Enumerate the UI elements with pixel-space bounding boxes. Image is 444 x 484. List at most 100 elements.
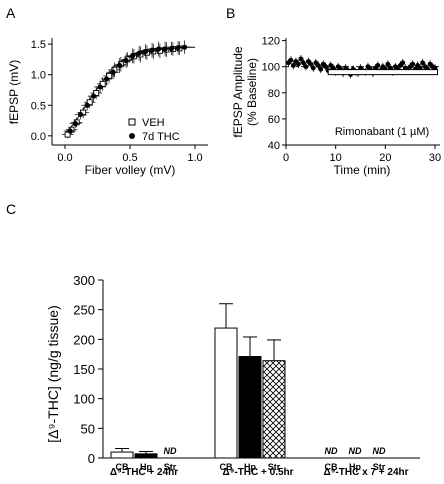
panel-c-y-tick-label: 100	[73, 392, 95, 407]
panel-b-axes: 40 60 80 100 120 0 10 20 30	[262, 36, 442, 164]
panel-b-y-tick-label: 60	[268, 114, 280, 126]
legend-veh-marker	[128, 118, 136, 126]
panel-b-x-tick-label: 20	[379, 152, 391, 164]
panel-c-bar	[134, 453, 158, 459]
panel-c-y-tick-label: 0	[88, 451, 95, 466]
thc-point	[84, 102, 90, 108]
panel-b-y-label-2: (% Baseline)	[245, 58, 259, 126]
panel-b-point	[375, 63, 381, 68]
panel-b-y-tick-label: 80	[268, 88, 280, 100]
panel-c-nd-label: ND	[373, 446, 386, 456]
panel-b-point	[300, 60, 306, 66]
panel-b-x-tick-label: 10	[330, 152, 342, 164]
panel-c-bar-category: CB	[116, 462, 129, 472]
thc-point	[78, 111, 84, 118]
panel-c-y-tick-label: 200	[73, 332, 95, 347]
panel-c-y-tick-label: 300	[73, 273, 95, 288]
panel-c-axes: 0 50 100 150 200 250 300	[73, 273, 420, 466]
panel-a-x-label: Fiber volley (mV)	[85, 163, 176, 177]
panel-b-point	[308, 61, 314, 67]
panel-c-letter: C	[6, 201, 16, 217]
panel-a-letter: A	[6, 5, 16, 21]
panel-c-y-tick-label: 250	[73, 303, 95, 318]
panel-b-point	[318, 66, 324, 72]
group-label-2: Δ⁹-THC + 0.5hr	[222, 467, 293, 478]
panel-c-bar-category: CB	[325, 462, 338, 472]
panel-b-point	[298, 56, 304, 62]
thc-point	[162, 46, 168, 52]
group-label-1: Δ⁹-THC + 24hr	[110, 467, 178, 478]
panel-c-bar-category: Hp	[349, 462, 361, 472]
panel-b-y-tick-label: 40	[268, 140, 280, 152]
panel-a-y-tick-label: 1.5	[31, 39, 46, 51]
thc-point	[143, 48, 149, 55]
legend-thc-marker	[129, 133, 135, 139]
panel-c-bar-category: Str	[164, 462, 177, 472]
thc-point	[136, 50, 142, 56]
panel-b-x-tick-label: 0	[283, 152, 289, 164]
thc-point	[91, 93, 97, 99]
panel-b-y-label-1: fEPSP Amplitude	[231, 46, 245, 137]
panel-a-y-tick-label: 0.0	[31, 131, 46, 143]
panel-c-y-label: [Δ⁹-THC] (ng/g tissue)	[45, 305, 61, 442]
panel-b-y-tick-label: 120	[262, 36, 280, 48]
panel-c-bar-category: Str	[268, 462, 281, 472]
panel-c-nd-label: ND	[164, 446, 177, 456]
panel-c-bar-category: Hp	[140, 462, 152, 472]
panel-a-x-tick-label: 0.0	[57, 152, 72, 164]
panel-a-x-tick-label: 0.5	[122, 152, 137, 164]
panel-a-legend: VEH 7d THC	[128, 117, 180, 143]
panel-b-point	[323, 64, 329, 70]
panel-b-point	[420, 60, 426, 66]
panel-b-y-tick-label: 100	[262, 62, 280, 74]
panel-b-point	[315, 63, 321, 68]
panel-b-point	[288, 57, 294, 63]
panel-b-point	[310, 65, 316, 71]
thc-point	[182, 44, 188, 50]
thc-point	[169, 45, 175, 51]
panel-b-letter: B	[226, 5, 235, 21]
panel-a-y-tick-label: 1.0	[31, 70, 46, 82]
legend-thc-label: 7d THC	[142, 131, 180, 143]
thc-point	[156, 46, 162, 52]
panel-a-plot	[61, 40, 195, 139]
group-label-3: Δ⁹-THC x 7 + 24hr	[323, 467, 408, 478]
thc-point	[149, 47, 155, 53]
panel-b-point	[291, 63, 296, 68]
panel-a: A 0.0 0.5 1.0 1.5 0.0 0.5 1.0 fEPSP (mV) Fiber…	[6, 5, 208, 177]
rimonabant-label: Rimonabant (1 µM)	[335, 126, 429, 138]
thc-point	[72, 121, 78, 127]
panel-c-bar	[262, 360, 286, 459]
panel-c-bar-category: Str	[373, 462, 386, 472]
thc-point	[123, 58, 129, 64]
thc-point	[104, 76, 110, 82]
panel-b-x-label: Time (min)	[334, 163, 391, 177]
legend-veh-label: VEH	[142, 117, 165, 129]
panel-a-axes: 0.0 0.5 1.0 1.5 0.0 0.5 1.0	[31, 38, 208, 164]
panel-c-plot: CB Hp ND Str CB Hp Str ND CB ND Hp ND Str	[110, 303, 386, 472]
panel-b-point	[296, 61, 301, 67]
panel-c-bar	[110, 451, 134, 459]
panel-c-bar-category: Hp	[244, 462, 256, 472]
panel-c-nd-label: ND	[325, 446, 338, 456]
thc-point	[130, 53, 136, 59]
panel-c-bar-category: CB	[220, 462, 233, 472]
thc-point	[117, 62, 123, 69]
panel-b-x-tick-label: 30	[429, 152, 441, 164]
panel-c-bar	[238, 356, 262, 459]
panel-a-y-tick-label: 0.5	[31, 100, 46, 112]
thc-point	[97, 84, 103, 90]
rimonabant-bar	[327, 69, 439, 76]
panel-c-nd-label: ND	[349, 446, 362, 456]
panel-b-point	[400, 60, 406, 66]
panel-c-y-tick-label: 150	[73, 362, 95, 377]
panel-a-y-label: fEPSP (mV)	[7, 60, 21, 124]
thc-point	[175, 45, 181, 51]
panel-b-point	[303, 64, 309, 70]
panel-b-point	[385, 61, 391, 67]
thc-point	[110, 69, 116, 75]
panel-c-y-tick-label: 50	[81, 421, 95, 436]
panel-b-point	[410, 61, 416, 67]
